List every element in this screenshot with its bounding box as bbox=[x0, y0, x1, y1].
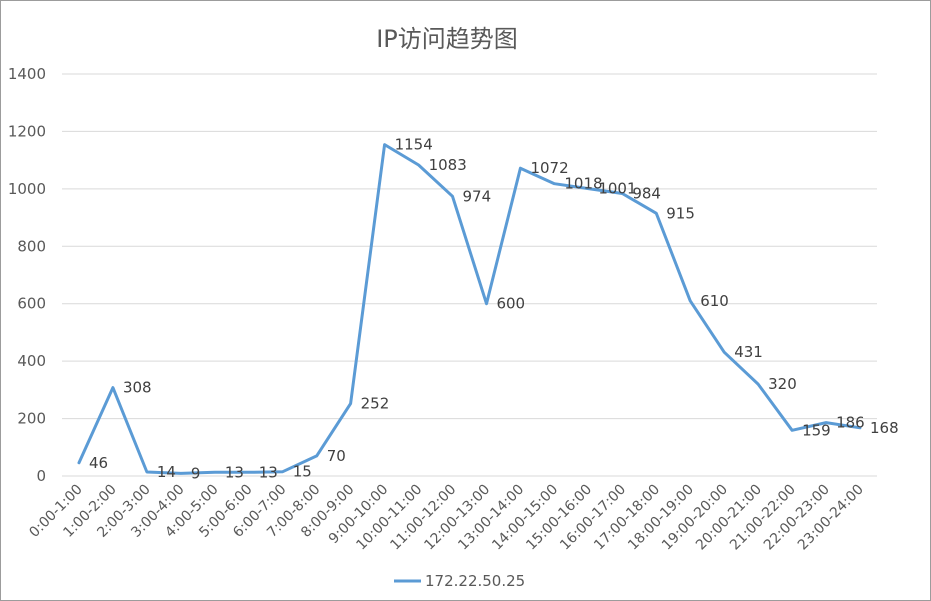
y-tick-label: 800 bbox=[17, 237, 46, 255]
data-label: 320 bbox=[768, 375, 797, 393]
data-labels: 46 308 14 9 13 13 15 70 252 1154 1083 974 600 1072101… bbox=[89, 136, 899, 483]
gridlines bbox=[62, 73, 877, 477]
data-label: 600 bbox=[496, 295, 525, 313]
chart-title: IP访问趋势图 bbox=[376, 25, 518, 53]
data-label: 1154 bbox=[395, 136, 433, 154]
data-label: 13 bbox=[225, 463, 244, 481]
data-label: 308 bbox=[123, 379, 152, 397]
data-label: 46 bbox=[89, 454, 108, 472]
data-label: 1001 bbox=[598, 180, 636, 198]
data-label: 1018 bbox=[564, 175, 602, 193]
y-tick-label: 200 bbox=[17, 410, 46, 428]
data-label: 610 bbox=[700, 292, 729, 310]
data-label: 15 bbox=[293, 463, 312, 481]
series-line bbox=[77, 143, 862, 475]
data-label: 14 bbox=[157, 463, 176, 481]
axis-labels: 02004006008001000120014000:00-1:001:00-2… bbox=[8, 65, 867, 553]
y-tick-label: 1200 bbox=[8, 122, 46, 140]
data-label: 431 bbox=[734, 343, 763, 361]
data-label: 252 bbox=[361, 395, 390, 413]
y-tick-label: 0 bbox=[36, 467, 46, 485]
y-tick-label: 1000 bbox=[8, 180, 46, 198]
data-label: 915 bbox=[666, 204, 695, 222]
y-tick-label: 1400 bbox=[8, 65, 46, 83]
data-label: 1072 bbox=[530, 159, 568, 177]
legend-label: 172.22.50.25 bbox=[425, 572, 525, 590]
data-label: 9 bbox=[191, 464, 201, 482]
y-tick-label: 400 bbox=[17, 352, 46, 370]
series-layer bbox=[77, 143, 862, 475]
data-label: 168 bbox=[870, 419, 899, 437]
data-label: 13 bbox=[259, 463, 278, 481]
legend[interactable]: 172.22.50.25 bbox=[394, 572, 525, 590]
data-label: 159 bbox=[802, 421, 831, 439]
y-tick-label: 600 bbox=[17, 295, 46, 313]
data-label: 186 bbox=[836, 414, 865, 432]
data-label: 1083 bbox=[429, 156, 467, 174]
data-label: 984 bbox=[632, 184, 661, 202]
data-label: 70 bbox=[327, 447, 346, 465]
data-label: 974 bbox=[463, 187, 492, 205]
